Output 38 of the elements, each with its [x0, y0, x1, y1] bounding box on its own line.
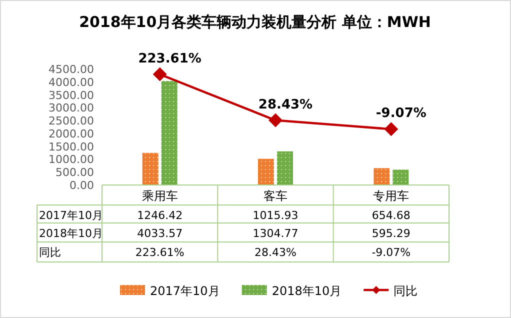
legend-label: 同比: [394, 284, 418, 298]
y-tick-label: 3500.00: [48, 88, 94, 102]
bar: [142, 152, 158, 185]
x-tick-label: 乘用车: [142, 189, 178, 203]
legend-label: 2018年10月: [272, 284, 342, 298]
text: 28.43%: [258, 97, 313, 112]
text: 2018年10月: [39, 227, 103, 240]
text: -9.07%: [376, 106, 426, 122]
y-tick-label: 2500.00: [48, 114, 94, 128]
data-label: 1015.93: [252, 209, 298, 222]
bar: [374, 168, 390, 185]
data-label: -9.07%: [372, 246, 411, 259]
data-label: 1246.42: [137, 209, 183, 222]
data-label: 4033.57: [137, 227, 183, 240]
text: 2017年10月: [39, 209, 103, 222]
y-tick-label: 500.00: [56, 166, 94, 180]
y-tick-label: 0.00: [70, 179, 94, 192]
data-label: 654.68: [372, 209, 410, 222]
data-label: 28.43%: [254, 246, 296, 259]
bar: [161, 81, 178, 185]
y-tick-label: 4500.00: [48, 63, 94, 76]
data-label: 1304.77: [252, 227, 298, 240]
y-tick-label: 3000.00: [48, 102, 94, 115]
x-tick-label: 客车: [264, 189, 288, 203]
bar: [392, 170, 409, 185]
data-label: 595.29: [372, 227, 410, 240]
text: 同比: [39, 246, 61, 259]
y-tick-label: 2000.00: [48, 127, 94, 140]
y-tick-label: 1000.00: [48, 153, 94, 166]
bar: [258, 158, 274, 185]
chart-title: 2018年10月各类车辆动力装机量分析 单位：MWH: [79, 13, 431, 31]
legend-label: 2017年10月: [150, 284, 220, 298]
y-tick-label: 4000.00: [48, 76, 94, 89]
x-tick-label: 专用车: [373, 189, 410, 203]
text: 223.61%: [138, 51, 202, 66]
y-tick-label: 1500.00: [48, 140, 94, 154]
bar: [277, 151, 293, 185]
data-label: 223.61%: [135, 246, 184, 259]
